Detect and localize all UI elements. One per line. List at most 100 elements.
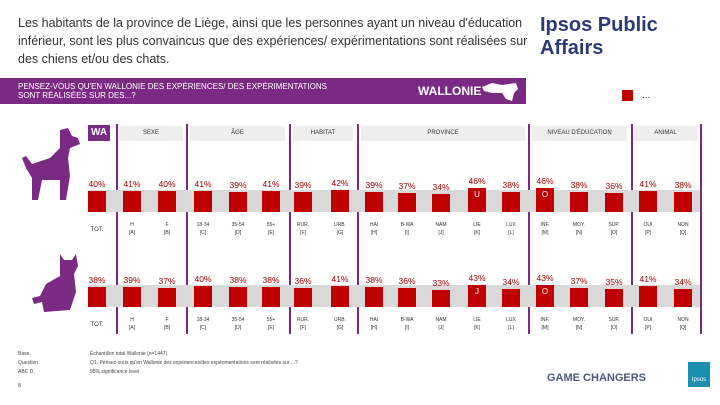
value-label: 35% [605, 277, 623, 287]
column-name: TOT. [90, 322, 104, 328]
bar [468, 188, 486, 212]
column-name: MOY. [572, 222, 586, 228]
column-letter: [M] [541, 325, 549, 331]
value-label: 41% [639, 179, 657, 189]
group-divider [528, 124, 530, 334]
column-label: LIE [K] [460, 316, 494, 332]
column-label: F [B] [150, 221, 184, 237]
group-divider [289, 124, 291, 334]
column-label: URB. [G] [323, 221, 357, 237]
bar [570, 288, 588, 307]
bar [365, 287, 383, 307]
value-label: 38% [502, 180, 520, 190]
value-label: 37% [398, 181, 416, 191]
significance-marker: U [474, 190, 480, 199]
region-label: WALLONIE [418, 84, 482, 98]
significance-marker: O [541, 287, 549, 296]
group-divider [631, 124, 633, 334]
column-letter: [J] [438, 325, 444, 331]
value-label: 42% [331, 178, 349, 188]
column-letter: [F] [300, 230, 306, 236]
column-label: SUP. [O] [597, 221, 631, 237]
value-label: 39% [365, 180, 383, 190]
value-label: 39% [229, 180, 247, 190]
column-name: TOT. [90, 227, 104, 233]
column-label: MOY. [N] [562, 221, 596, 237]
column-name: SUP. [608, 222, 620, 228]
bar [502, 192, 520, 212]
group-header: SEXE [119, 126, 183, 141]
column-name: 55+ [266, 222, 276, 228]
value-label: 41% [331, 274, 349, 284]
abcd-label: ABC D. [18, 369, 35, 375]
bar [294, 192, 312, 212]
column-label: SUP. [O] [597, 316, 631, 332]
column-letter: [G] [336, 230, 344, 236]
bar [229, 192, 247, 212]
column-name: H [130, 222, 134, 228]
column-letter: [D] [234, 230, 242, 236]
group-header: PROVINCE [361, 126, 525, 141]
bar [432, 290, 450, 307]
value-label: 40% [194, 274, 212, 284]
column-letter: [O] [610, 325, 618, 331]
column-letter: [E] [267, 325, 275, 331]
significance-marker: O [541, 190, 549, 199]
column-letter: [H] [370, 325, 378, 331]
column-label: OUI [P] [631, 221, 665, 237]
column-name: 18-34 [196, 222, 210, 228]
game-changers-tagline: GAME CHANGERS [547, 372, 647, 384]
base-text: Échantillon total Wallonie (n=1447) [90, 351, 168, 357]
column-letter: [O] [610, 230, 618, 236]
footer-labels: Base. Question. ABC D. 8 [18, 350, 39, 391]
column-letter: [K] [473, 230, 481, 236]
group-divider [116, 124, 118, 334]
column-letter: [E] [267, 230, 275, 236]
column-name: 35-54 [231, 222, 245, 228]
abcd-text: 95% significance level [90, 369, 140, 375]
column-name: INF. [540, 222, 550, 228]
value-label: 40% [88, 179, 106, 189]
page-number: 8 [18, 383, 21, 389]
column-name: NAM [435, 222, 447, 228]
column-letter: [D] [234, 325, 242, 331]
value-label: 38% [365, 275, 383, 285]
question-banner: PENSEZ-VOUS QU'EN WALLONIE DES EXPÉRIENC… [0, 78, 526, 104]
group-header: ANIMAL [634, 126, 697, 141]
value-label: 41% [123, 179, 141, 189]
column-label: 18-34 [C] [186, 221, 220, 237]
column-name: HAI [369, 222, 379, 228]
column-label: OUI [P] [631, 316, 665, 332]
bar [605, 193, 623, 212]
bar [570, 192, 588, 212]
column-label: NAM [J] [424, 316, 458, 332]
legend-label: ... [642, 90, 651, 101]
bar [194, 191, 212, 212]
column-letter: [A] [128, 230, 136, 236]
column-name: URB. [334, 222, 346, 228]
column-name: B-WA [400, 317, 414, 323]
column-letter: [M] [541, 230, 549, 236]
value-label: 41% [194, 179, 212, 189]
value-label: 38% [570, 180, 588, 190]
bar [639, 286, 657, 307]
column-label: LUX [L] [494, 316, 528, 332]
bar [331, 286, 349, 307]
column-name: 55+ [266, 317, 276, 323]
bar [365, 192, 383, 212]
bar [674, 192, 692, 212]
column-label: MOY. [N] [562, 316, 596, 332]
value-label: 36% [294, 276, 312, 286]
column-letter: [I] [404, 325, 410, 331]
column-name: RUR. [296, 222, 310, 228]
value-label: 34% [502, 277, 520, 287]
column-label: B-WA [I] [390, 221, 424, 237]
bar [605, 289, 623, 307]
column-name: H [130, 317, 134, 323]
base-label: Base. [18, 351, 31, 357]
question-label: Question. [18, 360, 40, 366]
column-label: 55+ [E] [254, 316, 288, 332]
cat-icon [32, 254, 78, 312]
value-label: 39% [123, 275, 141, 285]
column-letter: [L] [508, 325, 514, 331]
